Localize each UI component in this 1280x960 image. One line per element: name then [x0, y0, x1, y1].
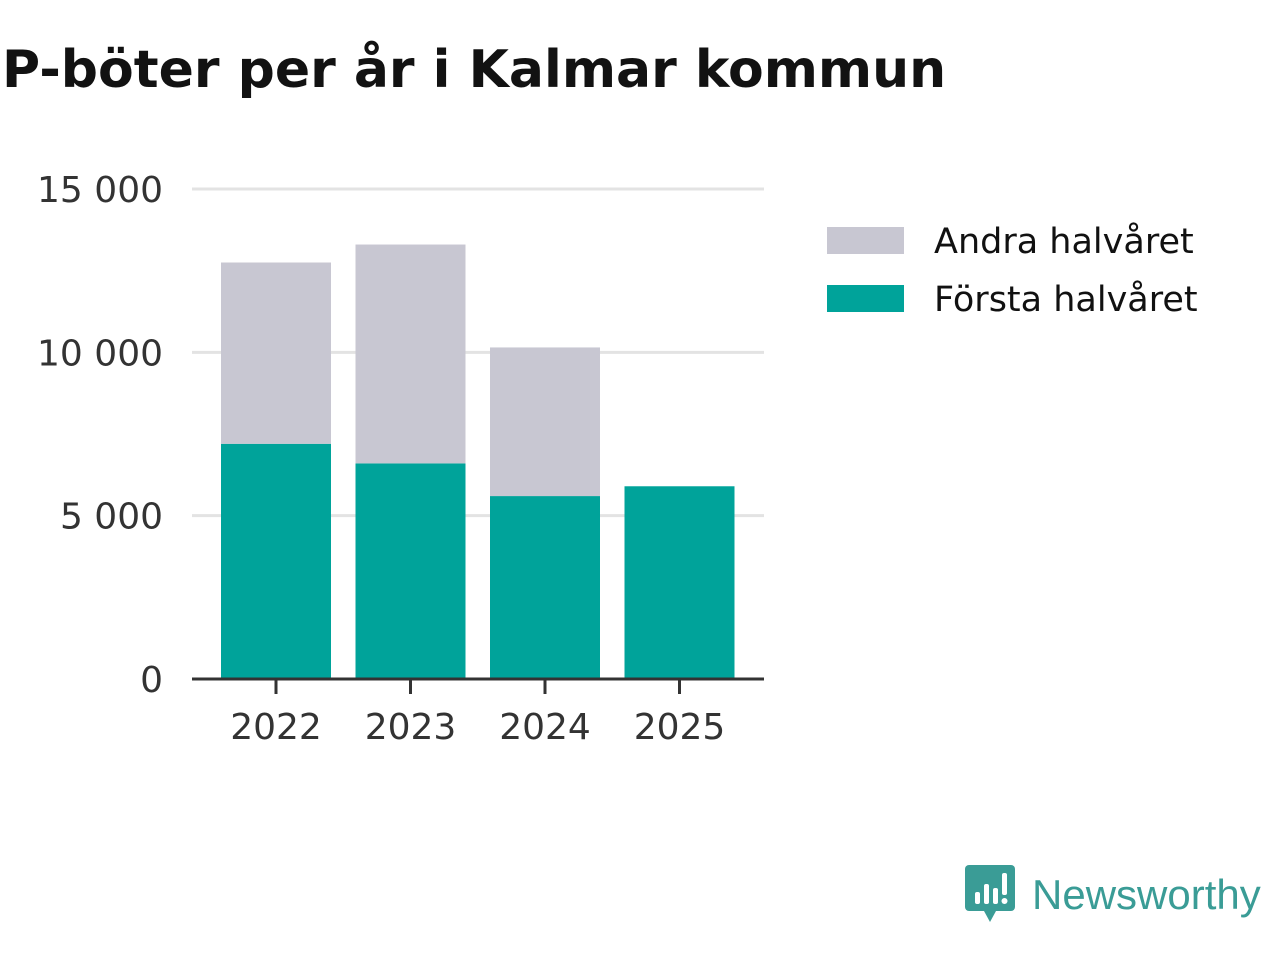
x-axis-ticks: [274, 679, 681, 694]
x-tick-label: 2025: [634, 707, 726, 748]
legend-swatch: [827, 285, 904, 312]
y-tick-label: 10 000: [37, 333, 163, 374]
bar-2022-andra: [221, 262, 331, 444]
chart-title: P-böter per år i Kalmar kommun: [2, 40, 947, 100]
y-tick-label: 0: [140, 660, 163, 701]
bar-2024-andra: [490, 347, 600, 497]
bar-2022-forsta: [221, 443, 331, 679]
legend-swatch: [827, 227, 904, 254]
newsworthy-brand: Newsworthy: [964, 864, 1261, 926]
bars: [221, 244, 735, 679]
legend-label: Första halvåret: [934, 279, 1198, 320]
x-tick-label: 2023: [365, 707, 457, 748]
x-axis-labels: 2022 2023 2024 2025: [230, 707, 725, 748]
bar-2023-forsta: [355, 463, 466, 679]
bar-2024-forsta: [490, 496, 600, 679]
y-axis-labels: 0 5 000 10 000 15 000: [37, 170, 163, 701]
x-tick-label: 2024: [499, 707, 591, 748]
bar-2025-forsta: [624, 486, 735, 679]
bar-2023-andra: [355, 244, 466, 464]
newsworthy-logo-icon: [965, 865, 1015, 922]
brand-name: Newsworthy: [1032, 871, 1261, 918]
y-tick-label: 5 000: [60, 497, 163, 538]
legend-label: Andra halvåret: [934, 221, 1194, 262]
legend: Andra halvåret Första halvåret: [827, 221, 1198, 320]
x-tick-label: 2022: [230, 707, 322, 748]
y-tick-label: 15 000: [37, 170, 163, 211]
